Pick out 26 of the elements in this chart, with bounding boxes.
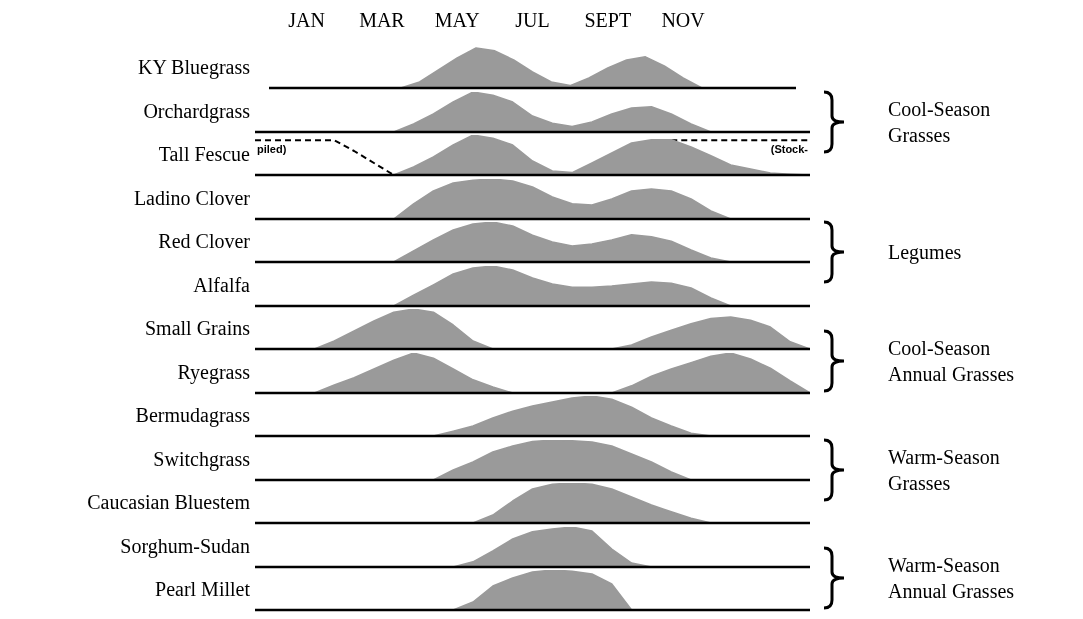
x-tick-label: JUL bbox=[515, 9, 550, 32]
y-axis-title: Switchgrass bbox=[153, 447, 250, 471]
x-tick-label: SEPT bbox=[584, 9, 632, 32]
x-tick-label: JAN bbox=[288, 9, 325, 32]
x-tick-label: NOV bbox=[661, 9, 706, 32]
y-axis-title: Red Clover bbox=[158, 230, 250, 253]
y-axis-title: Small Grains bbox=[145, 317, 250, 340]
y-axis-title: Caucasian Bluestem bbox=[87, 491, 250, 514]
y-axis-title: Bermudagrass bbox=[135, 404, 250, 427]
x-tick-label: MAY bbox=[434, 9, 480, 32]
y-axis-title: Tall Fescue bbox=[158, 143, 250, 166]
annotation: (Stock- bbox=[770, 143, 809, 156]
text: Legumes bbox=[888, 240, 963, 265]
y-axis-title: Pearl Millet bbox=[155, 578, 250, 601]
text: Warm-Season Annual Grasses bbox=[888, 553, 1016, 605]
x-tick-label: MAR bbox=[359, 9, 406, 32]
y-axis-title: Sorghum-Sudan bbox=[120, 534, 250, 558]
text: Cool-Season Grasses bbox=[888, 96, 992, 148]
annotation: piled) bbox=[257, 143, 287, 156]
y-axis-title: Ryegrass bbox=[177, 360, 250, 384]
y-axis-title: Ladino Clover bbox=[133, 186, 250, 210]
y-axis-title: Orchardgrass bbox=[143, 99, 250, 123]
y-axis-title: KY Bluegrass bbox=[137, 56, 250, 79]
text: Cool-Season Annual Grasses bbox=[888, 335, 1016, 387]
y-axis-title: Alfalfa bbox=[193, 273, 250, 297]
text: Warm-Season Grasses bbox=[888, 444, 1001, 496]
